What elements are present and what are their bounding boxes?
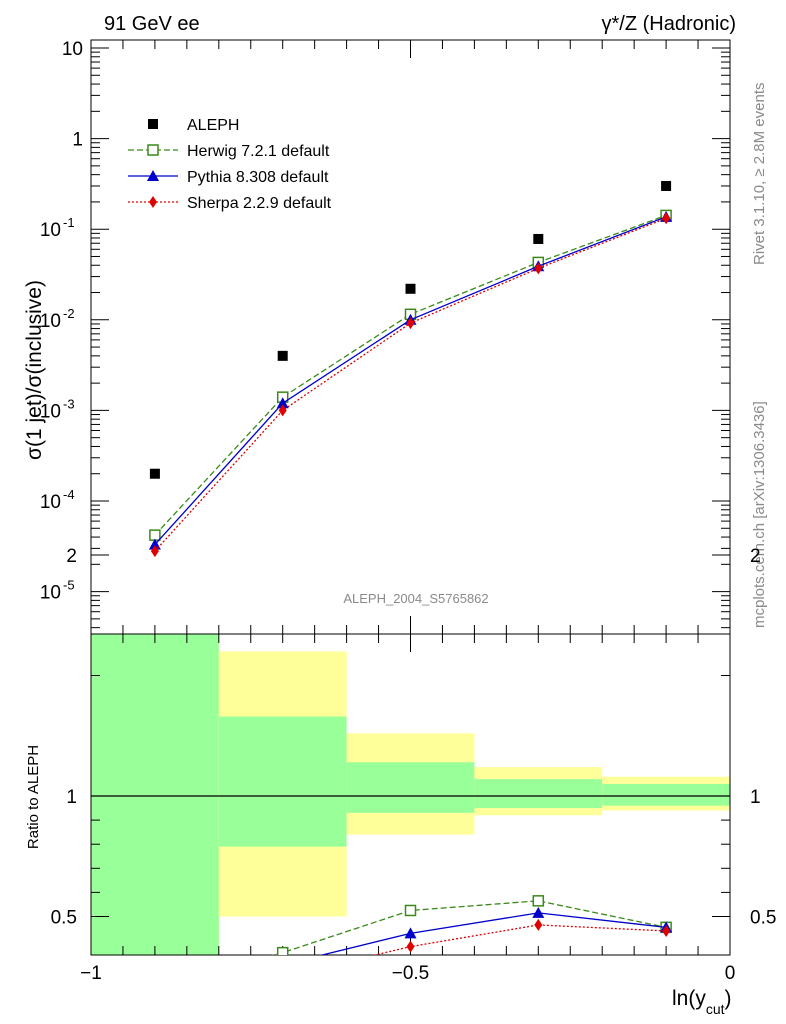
x-axis-title: ln(ycut) bbox=[672, 987, 732, 1017]
rivet-version-label: Rivet 3.1.10, ≥ 2.8M events bbox=[751, 83, 768, 266]
ratio-y-tick-label-right: 1 bbox=[750, 787, 761, 808]
main-y-tick-exponent: -5 bbox=[63, 578, 75, 593]
main-series-line bbox=[154, 216, 667, 546]
ratio-y-axis-title: Ratio to ALEPH bbox=[25, 745, 42, 849]
main-data-point bbox=[534, 262, 543, 275]
legend-marker bbox=[148, 119, 158, 129]
main-y-tick-label: 1 bbox=[72, 130, 83, 151]
x-tick-label: 0 bbox=[725, 963, 736, 984]
ratio-y-tick-label-right: 0.5 bbox=[750, 908, 776, 929]
ratio-inner-band bbox=[218, 716, 347, 847]
main-y-tick-label: 10 bbox=[40, 401, 61, 422]
main-data-point bbox=[277, 350, 288, 361]
legend-label: ALEPH bbox=[187, 117, 239, 134]
header-energy: 91 GeV ee bbox=[104, 13, 200, 35]
main-data-point bbox=[533, 233, 544, 244]
main-panel-series bbox=[148, 180, 673, 558]
main-y-tick-exponent: -3 bbox=[63, 396, 75, 411]
ratio-inner-band bbox=[474, 779, 603, 809]
x-tick-label: −1 bbox=[80, 963, 102, 984]
ratio-inner-band bbox=[602, 783, 730, 806]
ratio-uncertainty-bands bbox=[91, 634, 730, 955]
ratio-y-tick-label-left: 2 bbox=[66, 546, 77, 567]
ratio-data-point bbox=[404, 927, 417, 939]
ratio-panel-axes: 0.5 0.5 1 1 2 2 −1 −0.5 0 bbox=[51, 546, 777, 984]
ratio-y-tick-label-left: 1 bbox=[66, 787, 77, 808]
main-data-point bbox=[405, 283, 416, 294]
ratio-data-point bbox=[406, 940, 415, 953]
ratio-data-point bbox=[532, 895, 545, 907]
main-data-point bbox=[661, 180, 672, 191]
main-data-point bbox=[662, 212, 671, 225]
main-y-tick-label: 10 bbox=[40, 311, 61, 332]
ratio-panel-series bbox=[271, 895, 673, 955]
header-process: γ*/Z (Hadronic) bbox=[602, 13, 736, 35]
main-y-tick-label: 10 bbox=[40, 583, 61, 604]
legend-label: Pythia 8.308 default bbox=[187, 169, 329, 186]
main-data-point bbox=[406, 317, 415, 330]
main-data-point bbox=[278, 404, 287, 417]
main-y-tick-exponent: -1 bbox=[63, 215, 75, 230]
main-data-point bbox=[149, 468, 160, 479]
ratio-y-tick-label-right: 2 bbox=[750, 546, 761, 567]
ratio-data-point bbox=[276, 946, 289, 955]
main-series-line bbox=[154, 217, 667, 552]
legend-marker bbox=[147, 144, 159, 156]
ratio-series-clipped bbox=[271, 895, 673, 955]
ratio-inner-band bbox=[346, 762, 475, 813]
main-series-line bbox=[154, 214, 667, 536]
legend-marker bbox=[149, 196, 157, 208]
ratio-data-point bbox=[404, 904, 417, 917]
analysis-id-label: ALEPH_2004_S5765862 bbox=[343, 591, 488, 606]
legend: ALEPH Herwig 7.2.1 default Pythia 8.308 de… bbox=[128, 117, 332, 212]
main-data-point bbox=[150, 545, 159, 558]
x-tick-label: −0.5 bbox=[392, 963, 430, 984]
main-y-tick-label: 10 bbox=[40, 220, 61, 241]
ratio-y-tick-label-left: 0.5 bbox=[51, 908, 77, 929]
ratio-inner-band bbox=[91, 634, 219, 955]
ratio-data-point bbox=[532, 906, 545, 918]
main-y-tick-label: 10 bbox=[62, 39, 83, 60]
legend-label: Sherpa 2.2.9 default bbox=[187, 195, 332, 212]
main-y-axis-title: σ(1 jet)/σ(inclusive) bbox=[23, 280, 46, 460]
legend-label: Herwig 7.2.1 default bbox=[187, 143, 330, 160]
main-y-tick-exponent: -4 bbox=[63, 487, 75, 502]
main-y-tick-label: 10 bbox=[40, 492, 61, 513]
main-y-tick-exponent: -2 bbox=[63, 306, 75, 321]
ratio-data-point bbox=[662, 924, 671, 937]
mcplots-source-label: mcplots.cern.ch [arXiv:1306.3436] bbox=[751, 401, 768, 628]
main-data-point bbox=[276, 397, 289, 409]
ratio-data-point bbox=[534, 918, 543, 931]
legend-marker bbox=[147, 170, 159, 181]
